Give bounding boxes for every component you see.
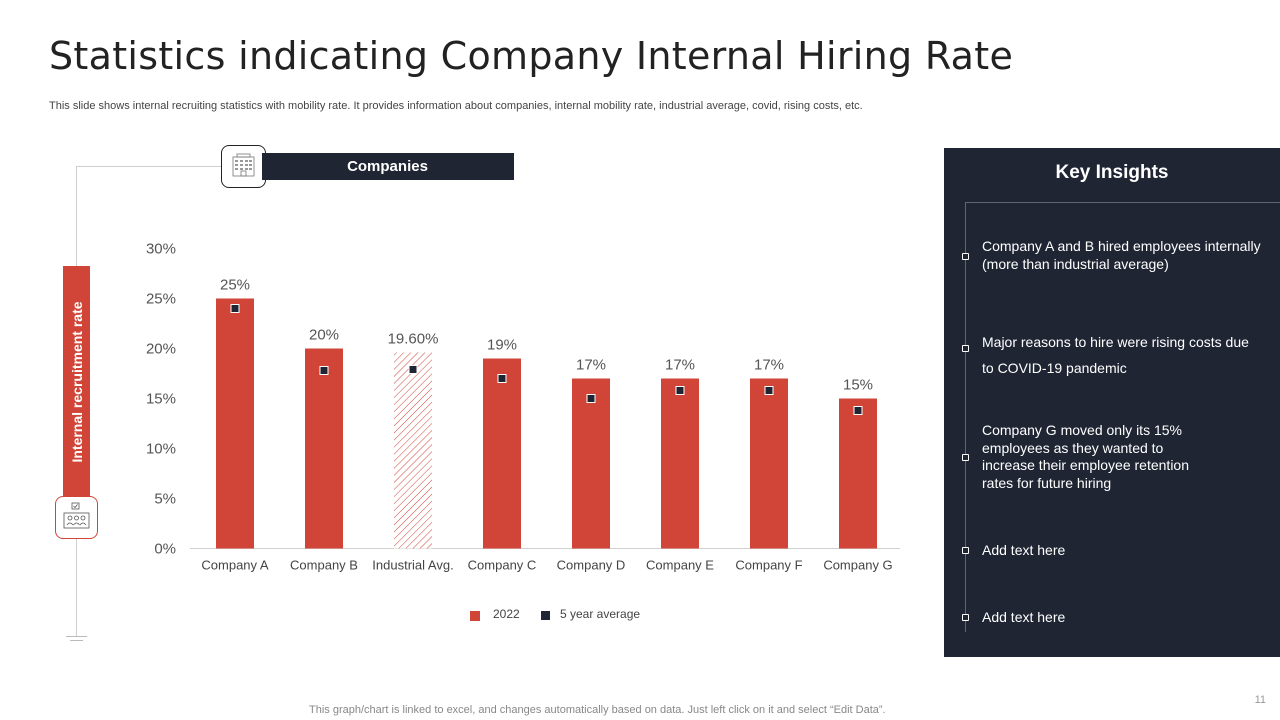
y-axis: 0% 5% 10% 15% 20% 25% 30% <box>146 241 176 558</box>
insights-top-line <box>965 202 1280 203</box>
x-tick-label: Industrial Avg. <box>372 558 453 573</box>
x-axis-label-bar: Companies <box>262 153 514 180</box>
bar <box>216 298 254 549</box>
footer-note: This graph/chart is linked to excel, and… <box>309 704 886 716</box>
axis-connector-line-top <box>76 166 222 167</box>
bar-value-label: 17% <box>754 357 784 374</box>
bar-value-label: 17% <box>665 357 695 374</box>
insight-bullet <box>962 614 969 621</box>
y-tick-label: 30% <box>146 241 176 258</box>
y-tick-label: 10% <box>146 441 176 458</box>
connector-ground-mark-small <box>70 640 83 641</box>
average-marker <box>764 386 774 395</box>
key-insights-title: Key Insights <box>1055 162 1169 183</box>
bar <box>750 378 788 549</box>
bar-value-label: 25% <box>220 277 250 294</box>
bar <box>839 398 877 549</box>
bar-chart: 0% 5% 10% 15% 20% 25% 30% 25% 20% 19.60% 19% 17% 17… <box>146 241 900 573</box>
insight-item: Company A and B hired employees internal… <box>982 238 1261 272</box>
bar-value-label: 20% <box>309 327 339 344</box>
bar-value-label: 15% <box>843 377 873 394</box>
insight-item: Major reasons to hire were rising costs … <box>982 334 1249 376</box>
x-axis-label: Companies <box>347 158 428 175</box>
legend-swatch-2022 <box>470 611 480 621</box>
y-tick-label: 20% <box>146 341 176 358</box>
y-tick-label: 25% <box>146 291 176 308</box>
bar-value-label: 19.60% <box>388 331 439 348</box>
bar <box>661 378 699 549</box>
legend-label-2022: 2022 <box>493 607 520 621</box>
x-axis: Company A Company B Industrial Avg. Company… <box>201 558 892 573</box>
key-insights-panel: Key Insights Company A and B hired emplo… <box>944 148 1280 657</box>
average-marker <box>319 366 329 375</box>
insight-item: Add text here <box>982 542 1066 558</box>
average-marker <box>586 394 596 403</box>
x-tick-label: Company D <box>557 558 626 573</box>
average-marker <box>675 386 685 395</box>
average-marker <box>853 406 863 415</box>
insight-item: Add text here <box>982 609 1066 625</box>
bar <box>572 378 610 549</box>
building-icon <box>221 145 266 188</box>
insight-bullet <box>962 253 969 260</box>
legend-label-5-year-average: 5 year average <box>560 607 641 621</box>
x-tick-label: Company F <box>735 558 802 573</box>
average-marker <box>230 304 240 313</box>
bar <box>394 352 432 549</box>
y-axis-label: Internal recruitment rate <box>69 301 85 463</box>
marker-series-5-year-average <box>230 304 863 415</box>
bar <box>483 358 521 549</box>
x-tick-label: Company G <box>823 558 892 573</box>
legend-swatch-5-year-average <box>541 611 550 620</box>
average-marker <box>497 374 507 383</box>
y-axis-label-bar <box>63 266 90 498</box>
page-subtitle: This slide shows internal recruiting sta… <box>49 100 863 112</box>
bar-value-label: 17% <box>576 357 606 374</box>
y-tick-label: 5% <box>154 491 176 508</box>
people-icon <box>55 496 98 539</box>
page-title: Statistics indicating Company Internal H… <box>49 34 1014 78</box>
insight-item: Company G moved only its 15% employees a… <box>982 422 1190 491</box>
insight-bullet <box>962 345 969 352</box>
x-tick-label: Company E <box>646 558 714 573</box>
y-tick-label: 0% <box>154 541 176 558</box>
x-tick-label: Company B <box>290 558 358 573</box>
page-number: 11 <box>1254 694 1266 706</box>
data-labels: 25% 20% 19.60% 19% 17% 17% 17% 15% <box>220 277 873 394</box>
bar-value-label: 19% <box>487 337 517 354</box>
y-tick-label: 15% <box>146 391 176 408</box>
insight-bullet <box>962 547 969 554</box>
bar <box>305 348 343 549</box>
insight-bullet <box>962 454 969 461</box>
connector-ground-mark <box>66 636 87 637</box>
x-tick-label: Company C <box>468 558 537 573</box>
insights-timeline-line <box>965 202 966 632</box>
bar-series-2022 <box>216 298 877 549</box>
x-tick-label: Company A <box>201 558 269 573</box>
average-marker <box>408 365 418 374</box>
